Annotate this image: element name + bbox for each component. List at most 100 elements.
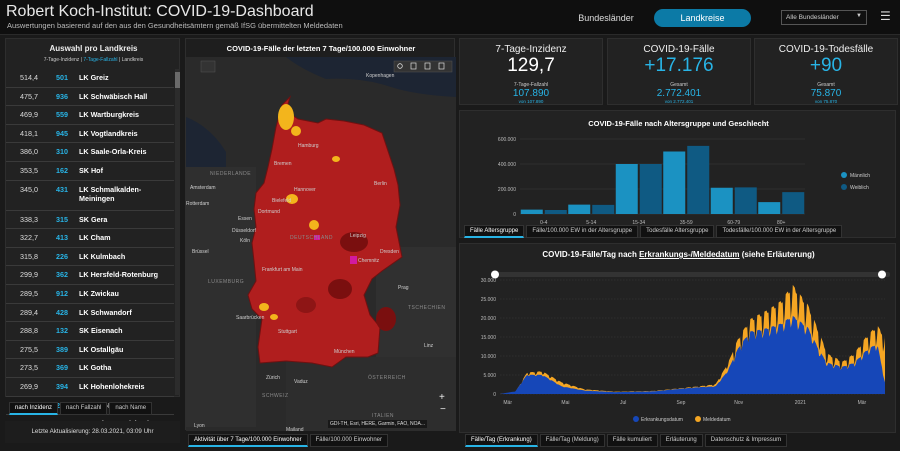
y-tick-label: 10.000 [481, 354, 497, 360]
bar-weiblich-0-4[interactable] [544, 210, 567, 214]
landkreis-row[interactable]: 338,3 315 SK Gera [6, 211, 174, 230]
list-icon[interactable] [424, 62, 431, 70]
legend-inzidenz: 7-Tage-Inzidenz [43, 57, 80, 63]
landkreis-list-panel: Auswahl pro Landkreis 7-Tage-Inzidenz | … [5, 38, 180, 434]
map-panel: COVID-19-Fälle der letzten 7 Tage/100.00… [185, 38, 456, 431]
map-label-vaduz: Vaduz [294, 379, 308, 385]
legend-label-weiblich[interactable]: Weiblich [850, 185, 869, 191]
daily-chart-title: COVID-19-Fälle/Tag nach Erkrankungs-/Mel… [460, 250, 897, 259]
daily-title-link[interactable]: Erkrankungs-/Meldedatum [639, 250, 740, 259]
landkreis-row[interactable]: 469,9 559 LK Wartburgkreis [6, 106, 174, 125]
hamburger-menu-icon[interactable]: ☰ [880, 9, 891, 23]
grid-icon[interactable] [438, 62, 445, 70]
bar-weiblich-35-59[interactable] [687, 145, 710, 214]
tab-todesfaelle-altersgruppe[interactable]: Todesfälle Altersgruppe [640, 225, 715, 238]
landkreis-row[interactable]: 345,0 431 LK Schmalkalden-Meiningen [6, 181, 174, 211]
bar-weiblich-60-79[interactable] [734, 187, 757, 214]
y-tick-label: 20.000 [481, 316, 497, 322]
landkreis-row[interactable]: 299,9 362 LK Hersfeld-Rotenburg [6, 266, 174, 285]
bar-weiblich-5-14[interactable] [592, 204, 615, 214]
legend-label-meldedatum[interactable]: Meldedatum [703, 417, 731, 423]
layers-icon[interactable] [410, 62, 417, 70]
landkreis-row[interactable]: 353,5 162 SK Hof [6, 162, 174, 181]
germany-map[interactable]: Kopenhagen Hamburg Bremen Hannover Berlin NIE… [186, 57, 456, 431]
map-label-prag: Prag [398, 285, 409, 291]
tab-todesfaelle-100000-ew[interactable]: Todesfälle/100.000 EW in der Altersgrupp… [716, 225, 843, 238]
tab-aktivitaet[interactable]: Aktivität über 7 Tage/100.000 Einwohner [188, 434, 308, 447]
bar-männlich-80+[interactable] [758, 202, 781, 214]
tab-faelle-tag-meldung[interactable]: Fälle/Tag (Meldung) [539, 434, 605, 447]
landkreis-row[interactable]: 322,7 413 LK Cham [6, 229, 174, 248]
landkreis-fallzahl: 945 [56, 128, 68, 138]
kpi-value: +90 [809, 55, 843, 76]
list-scrollbar[interactable] [175, 69, 180, 395]
landkreis-row[interactable]: 514,4 501 LK Greiz [6, 69, 174, 88]
tab-faelle-altersgruppe[interactable]: Fälle Altersgruppe [464, 225, 525, 238]
slider-handle-start[interactable] [491, 270, 499, 279]
tab-erlaeuterung[interactable]: Erläuterung [659, 434, 703, 447]
bar-männlich-0-4[interactable] [520, 209, 543, 214]
bar-männlich-35-59[interactable] [663, 151, 686, 215]
landkreis-name: LK Gotha [79, 363, 112, 373]
landkreis-row[interactable]: 386,0 310 LK Saale-Orla-Kreis [6, 143, 174, 162]
slider-handle-end[interactable] [878, 270, 886, 279]
landkreis-fallzahl: 226 [56, 251, 68, 261]
x-tick-label: Mai [561, 400, 569, 406]
landkreis-fallzahl: 310 [56, 147, 68, 157]
landkreis-row[interactable]: 418,1 945 LK Vogtlandkreis [6, 125, 174, 144]
legend-label-erkrankungsdatum[interactable]: Erkrankungsdatum [641, 417, 683, 423]
bundesland-select[interactable]: Alle Bundesländer ▼ [781, 10, 867, 25]
bar-weiblich-15-34[interactable] [639, 164, 662, 214]
app-title: Robert Koch-Institut: COVID-19-Dashboard [6, 3, 314, 20]
zoom-in-button[interactable]: + [439, 392, 445, 403]
bundesland-select-value: Alle Bundesländer [786, 14, 839, 21]
landkreis-row[interactable]: 275,5 389 LK Ostallgäu [6, 341, 174, 360]
map-label-hannover: Hannover [294, 187, 316, 193]
landkreis-row[interactable]: 269,9 394 LK Hohenlohekreis [6, 378, 174, 397]
legend-marker-erkrankungsdatum [633, 416, 639, 422]
zoom-out-button[interactable]: − [440, 404, 446, 415]
landkreis-name: LK Ostallgäu [79, 344, 124, 354]
search-icon[interactable] [397, 63, 403, 69]
landkreis-row[interactable]: 289,4 428 LK Schwandorf [6, 304, 174, 323]
tab-faelle-100000[interactable]: Fälle/100.000 Einwohner [309, 434, 389, 447]
tab-faelle-tag-erkrankung[interactable]: Fälle/Tag (Erkrankung) [465, 434, 538, 447]
landkreis-row[interactable]: 288,8 132 SK Eisenach [6, 322, 174, 341]
nav-bundeslaender-button[interactable]: Bundesländer [578, 13, 634, 23]
landkreis-fallzahl: 369 [56, 363, 68, 373]
legend-label-männlich[interactable]: Männlich [850, 173, 870, 179]
bar-männlich-15-34[interactable] [615, 164, 638, 214]
map-label-linz: Linz [424, 343, 434, 349]
bar-weiblich-80+[interactable] [782, 192, 805, 214]
nav-landkreise-button[interactable]: Landkreise [654, 9, 751, 27]
landkreis-row[interactable]: 289,5 912 LK Zwickau [6, 285, 174, 304]
legend-marker-männlich [841, 172, 847, 178]
landkreis-row[interactable]: 273,5 369 LK Gotha [6, 359, 174, 378]
tab-datenschutz[interactable]: Datenschutz & Impressum [704, 434, 788, 447]
landkreis-inzidenz: 269,9 [20, 381, 38, 391]
map-toolbar [200, 60, 453, 73]
map-label-koeln: Köln [240, 238, 250, 244]
tab-nach-fallzahl[interactable]: nach Fallzahl [60, 402, 108, 415]
tab-faelle-kumuliert[interactable]: Fälle kumuliert [606, 434, 658, 447]
y-tick-label: 15.000 [481, 335, 497, 341]
app-subtitle: Auswertungen basierend auf den aus den G… [7, 21, 343, 30]
y-tick-label: 25.000 [481, 297, 497, 303]
map-label-duesseldorf: Düsseldorf [232, 228, 257, 234]
landkreis-fallzahl: 362 [56, 270, 68, 280]
bar-männlich-60-79[interactable] [710, 187, 733, 214]
x-tick-label: 35-59 [680, 220, 693, 226]
x-tick-label: 2021 [795, 400, 806, 406]
map-label-luxemburg: LUXEMBURG [208, 279, 244, 285]
tab-nach-name[interactable]: nach Name [109, 402, 153, 415]
landkreis-fallzahl: 431 [56, 184, 68, 194]
scrollbar-thumb[interactable] [175, 72, 180, 88]
age-chart-title: COVID-19-Fälle nach Altersgruppe und Ges… [588, 119, 769, 128]
landkreis-row[interactable]: 315,8 226 LK Kulmbach [6, 248, 174, 267]
tab-faelle-100000-ew[interactable]: Fälle/100.000 EW in der Altersgruppe [526, 225, 639, 238]
age-gender-chart-panel: COVID-19-Fälle nach Altersgruppe und Ges… [459, 110, 896, 238]
date-range-slider-track[interactable] [495, 272, 890, 277]
bar-männlich-5-14[interactable] [568, 204, 591, 214]
tab-nach-inzidenz[interactable]: nach Inzidenz [9, 402, 59, 415]
landkreis-row[interactable]: 475,7 936 LK Schwäbisch Hall [6, 88, 174, 107]
